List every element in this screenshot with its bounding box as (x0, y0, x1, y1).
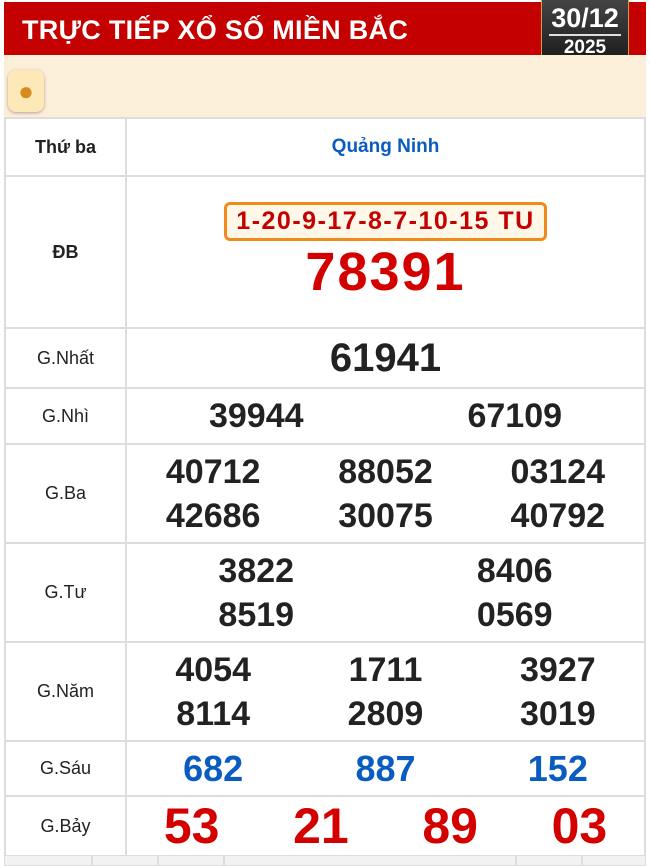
second-number: 67109 (467, 397, 563, 435)
footer-cell (582, 855, 646, 866)
third-number: 40712 (165, 452, 261, 491)
fourth-number: 8406 (476, 551, 553, 590)
fifth-number: 3019 (520, 694, 596, 733)
third-number: 40792 (510, 496, 606, 535)
lottery-balls-icon[interactable]: ● (8, 70, 44, 112)
date-year: 2025 (563, 37, 607, 58)
footer-cell (516, 855, 582, 866)
footer-cell (158, 855, 224, 866)
footer-cell (92, 855, 158, 866)
special-codes: 1-20-9-17-8-7-10-15 TU (224, 201, 547, 241)
results-table: Thứ ba Quảng Ninh ĐB 1-20-9-17-8-7-10-15… (4, 117, 646, 857)
second-number: 39944 (208, 397, 304, 435)
footer-cell (224, 855, 516, 866)
seventh-number: 53 (163, 798, 220, 854)
sixth-number: 887 (355, 747, 416, 789)
province-link[interactable]: Quảng Ninh (125, 117, 646, 177)
footer-cell (4, 855, 92, 866)
seventh-number: 21 (293, 798, 349, 854)
fifth-label: G.Năm (4, 641, 127, 742)
fourth-number: 3822 (218, 551, 295, 590)
fifth-number: 8114 (176, 694, 251, 733)
day-label: Thứ ba (4, 117, 127, 177)
fourth-number: 8519 (218, 595, 295, 634)
fifth-number: 4054 (175, 650, 251, 689)
page-title: TRỰC TIẾP XỔ SỐ MIỀN BẮC (22, 15, 409, 45)
third-number: 03124 (510, 452, 606, 491)
fifth-number: 2809 (347, 694, 424, 733)
special-number: 78391 (305, 241, 466, 302)
date-badge: 30/12 2025 (541, 0, 629, 64)
first-label: G.Nhất (4, 327, 127, 389)
second-label: G.Nhì (4, 387, 127, 445)
seventh-number: 03 (551, 798, 608, 854)
toolbar-band (4, 55, 646, 117)
sixth-number: 682 (183, 747, 244, 789)
third-number: 88052 (338, 452, 433, 491)
fourth-label: G.Tư (4, 542, 127, 643)
third-number: 30075 (338, 496, 433, 535)
seventh-label: G.Bảy (4, 795, 127, 857)
header-bar: TRỰC TIẾP XỔ SỐ MIỀN BẮC (4, 2, 646, 55)
first-number: 61941 (125, 327, 646, 389)
fifth-number: 1711 (348, 650, 423, 689)
third-label: G.Ba (4, 443, 127, 544)
fifth-number: 3927 (520, 650, 596, 689)
third-number: 42686 (165, 496, 261, 535)
sixth-number: 152 (527, 747, 588, 789)
date-day: 30/12 (551, 3, 619, 33)
special-label: ĐB (4, 175, 127, 329)
fourth-number: 0569 (476, 595, 553, 634)
sixth-label: G.Sáu (4, 740, 127, 797)
seventh-number: 89 (422, 798, 478, 854)
